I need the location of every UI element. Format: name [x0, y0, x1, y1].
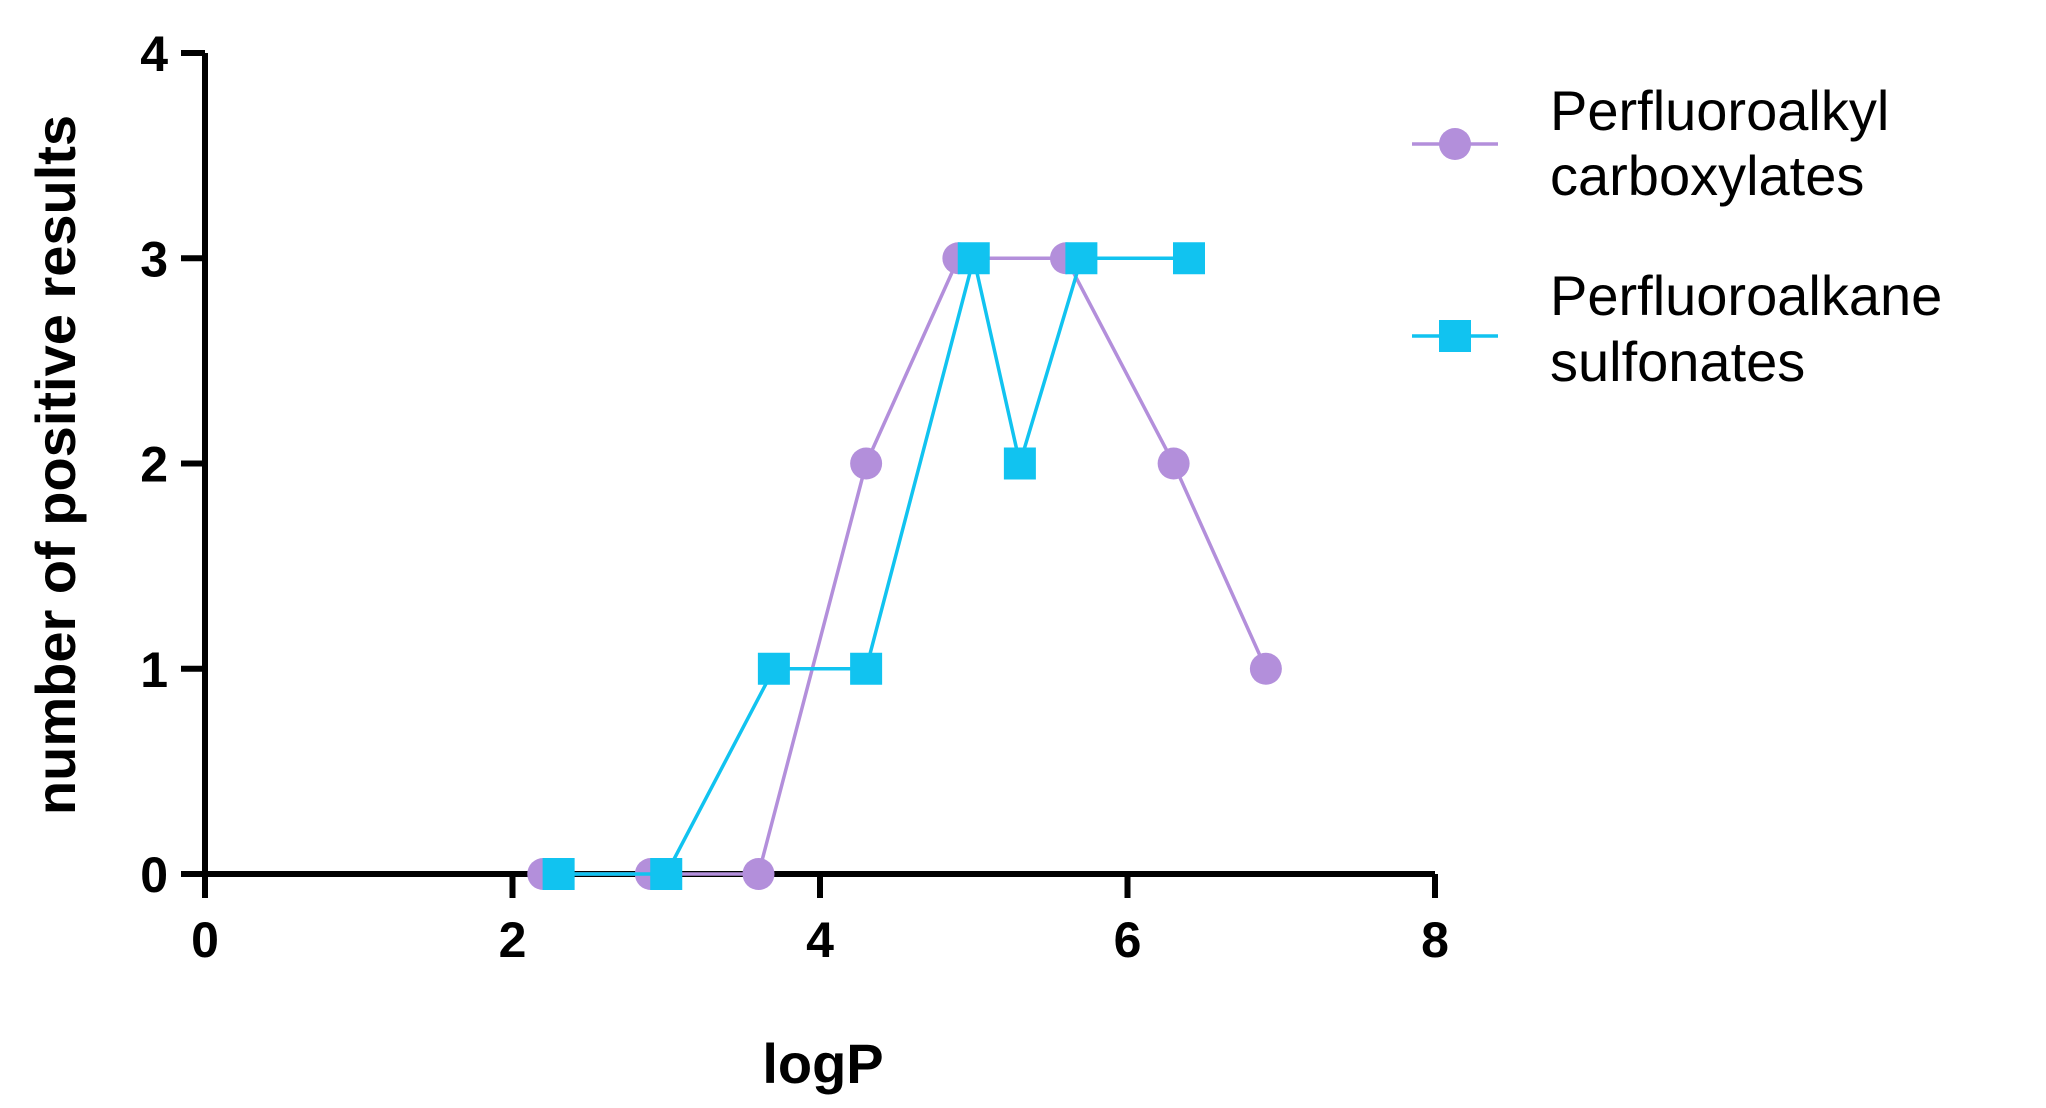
x-axis-label: logP	[762, 1032, 883, 1095]
y-tick-label: 2	[140, 437, 168, 493]
legend-swatch-marker	[1439, 128, 1471, 160]
x-tick-label: 0	[191, 912, 219, 968]
y-tick-label: 1	[140, 642, 168, 698]
series-2-point	[850, 652, 883, 685]
x-tick-label: 2	[499, 912, 527, 968]
series-layer	[527, 242, 1282, 890]
series-2-point	[757, 652, 790, 685]
legend-label: carboxylates	[1550, 144, 1864, 207]
series-2-point	[1065, 242, 1098, 275]
legend-label: Perfluoroalkyl	[1550, 79, 1889, 142]
series-2	[542, 242, 1205, 890]
series-1-point	[850, 447, 883, 480]
series-2-point	[1003, 447, 1036, 480]
series-1	[527, 242, 1282, 890]
y-axis-label: number of positive results	[24, 115, 87, 815]
x-tick-label: 6	[1114, 912, 1142, 968]
y-tick-label: 3	[140, 231, 168, 287]
y-tick-label: 0	[140, 847, 168, 903]
series-1-point	[1249, 652, 1282, 685]
y-tick-label: 4	[140, 26, 168, 82]
axes	[202, 53, 1435, 877]
x-tick-label: 8	[1421, 912, 1449, 968]
series-2-point	[542, 858, 575, 890]
series-2-line	[558, 256, 1189, 876]
legend-swatch-marker	[1439, 320, 1471, 352]
series-2-point	[650, 858, 683, 890]
series-1-line	[543, 256, 1268, 876]
legend-label: sulfonates	[1550, 330, 1805, 393]
series-2-point	[1173, 242, 1205, 275]
series-1-point	[742, 858, 775, 890]
legend-label: Perfluoroalkane	[1550, 264, 1942, 327]
x-tick-label: 4	[806, 912, 834, 968]
series-1-point	[1157, 447, 1190, 480]
y-ticks: 0 1 2 3 4	[140, 26, 205, 903]
x-ticks: 0 2 4 6 8	[191, 874, 1449, 968]
series-2-point	[957, 242, 990, 275]
